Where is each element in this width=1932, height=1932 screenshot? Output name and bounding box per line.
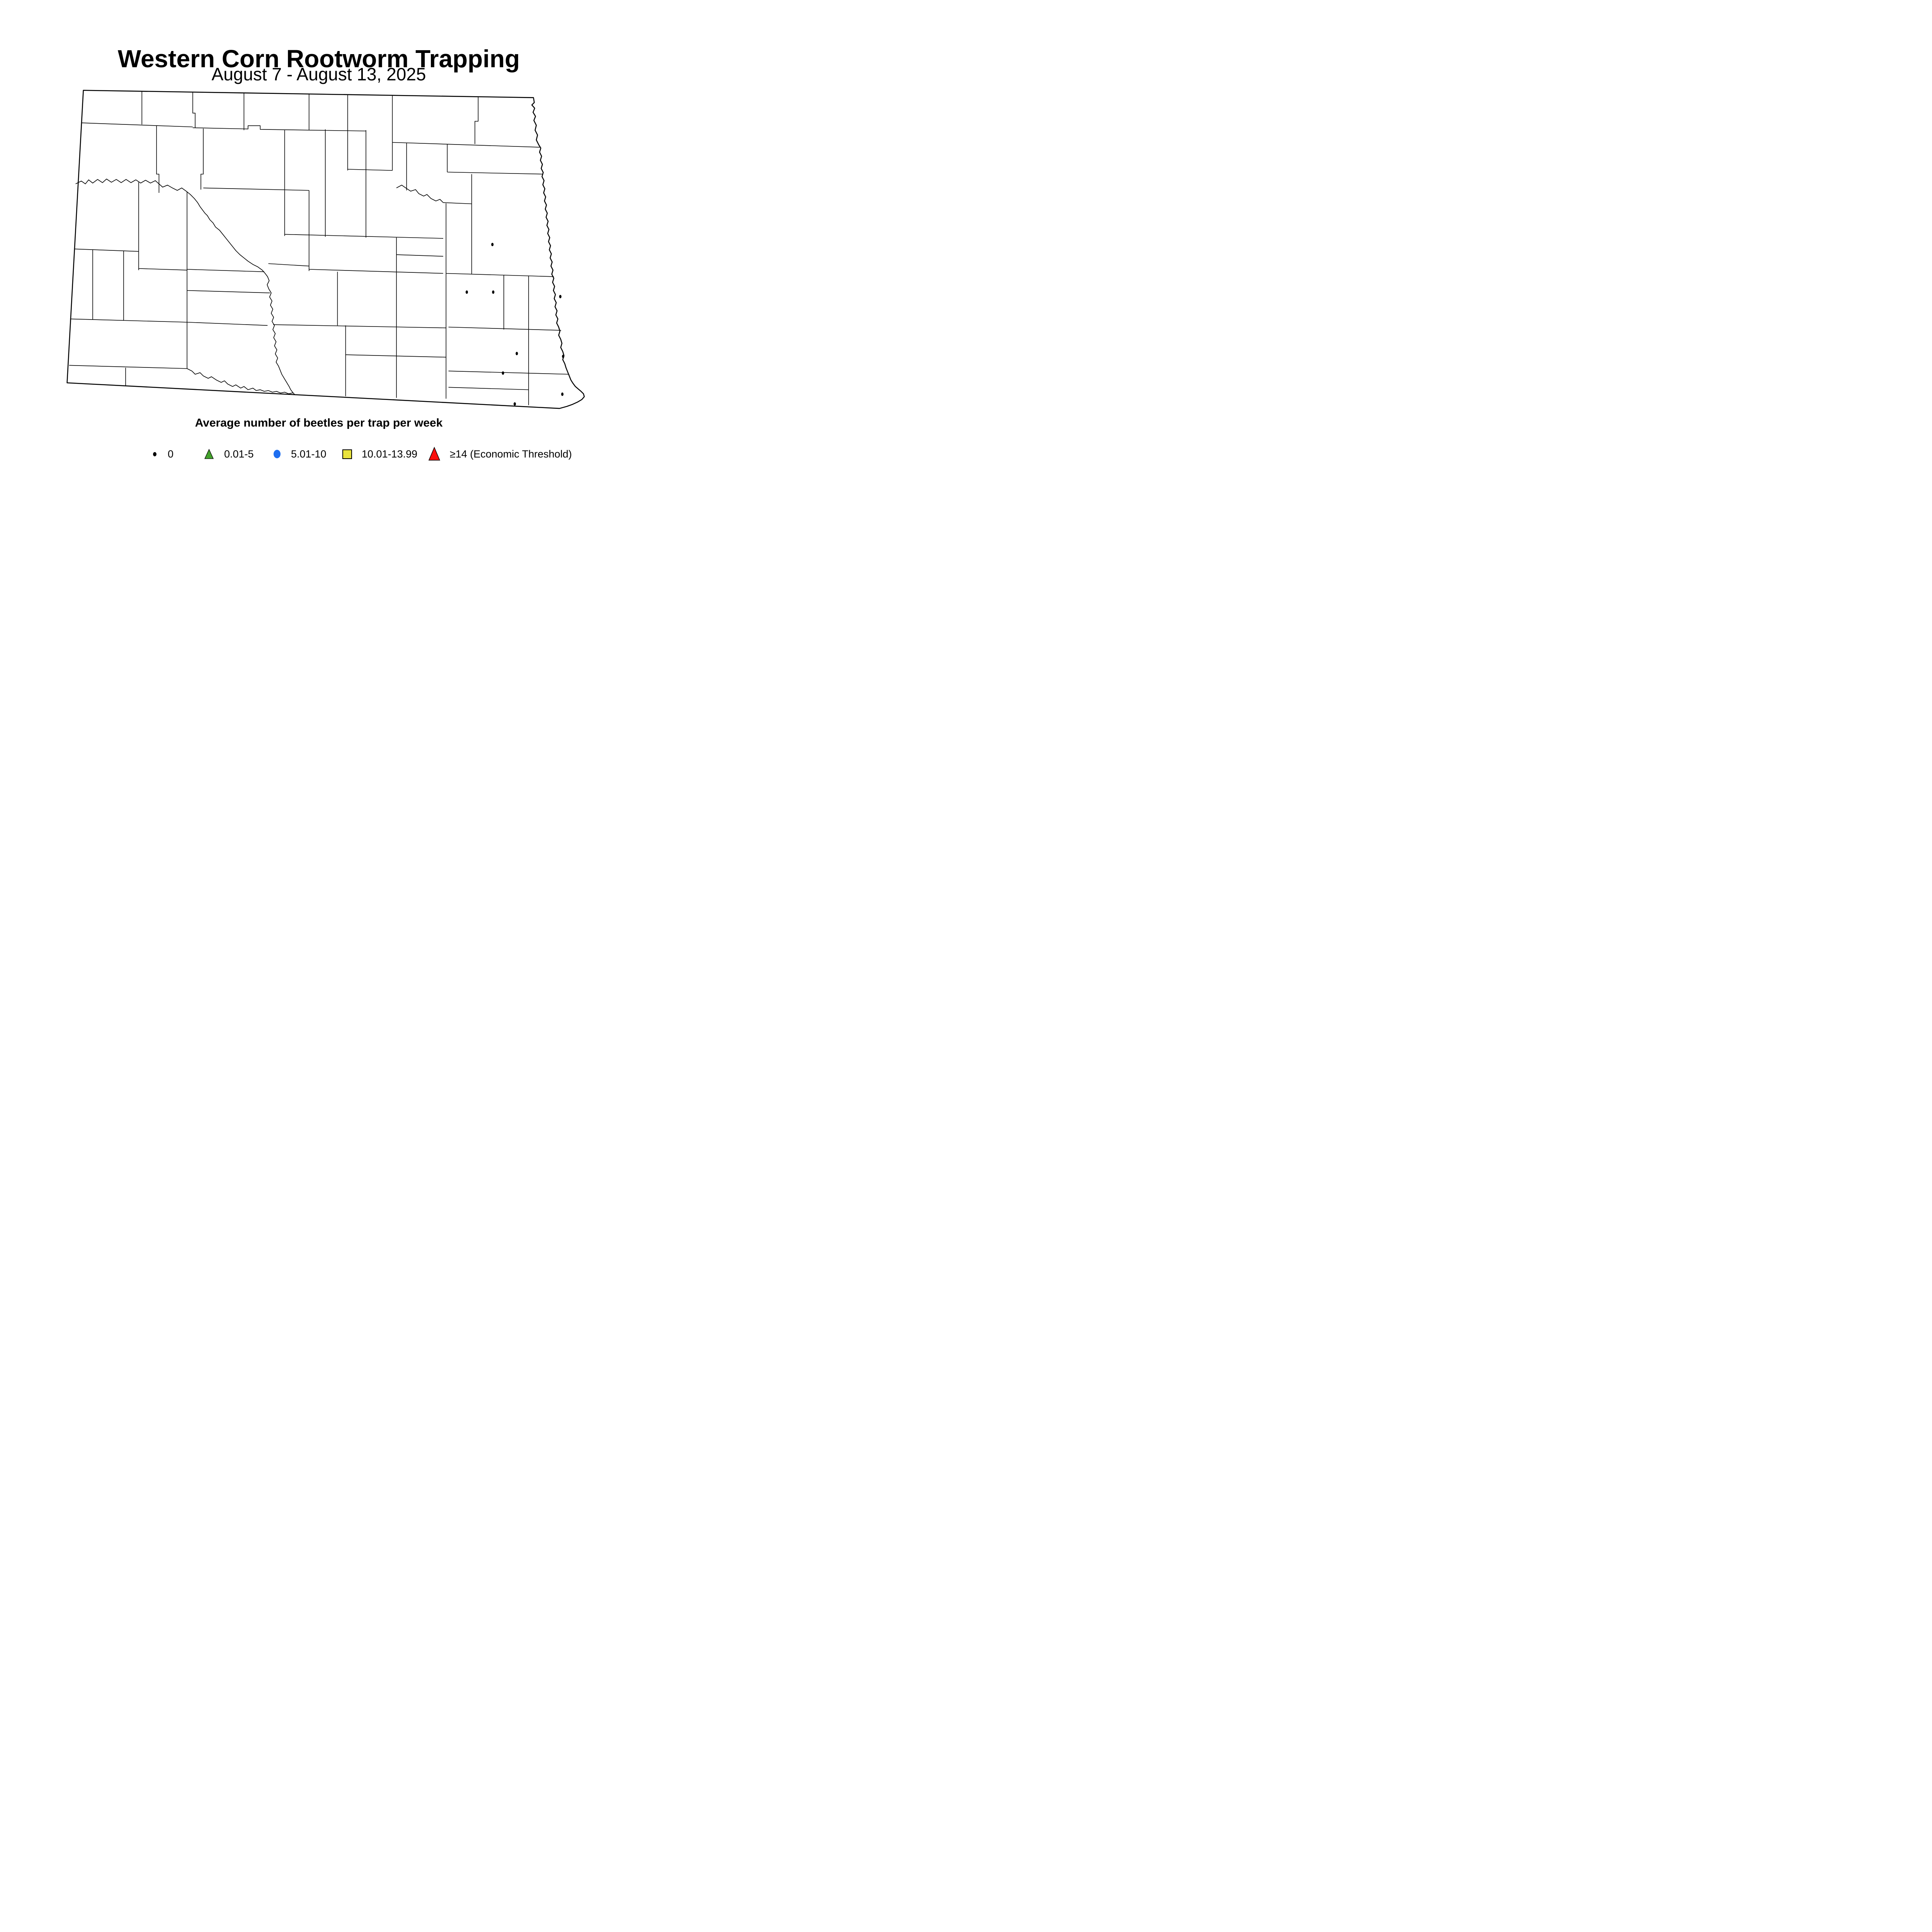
trap-site-dot (515, 352, 518, 355)
cedar-river-line (187, 368, 294, 394)
trap-site-dot (502, 371, 504, 375)
blue-circle-icon (273, 449, 281, 459)
legend-item-mid: 5.01-10 (273, 440, 327, 468)
black-dot-icon (153, 452, 156, 456)
green-triangle-icon (204, 449, 214, 459)
legend-label: 0 (168, 448, 174, 460)
legend-item-high: 10.01-13.99 (342, 440, 417, 468)
trap-site-dot (561, 392, 564, 396)
legend-label: 5.01-10 (291, 448, 327, 460)
legend-item-zero: 0 (153, 440, 173, 468)
county-boundaries (69, 91, 570, 405)
devils-lake-line (396, 185, 444, 203)
trap-site-dots (465, 243, 565, 406)
page-title: Western Corn Rootworm Trapping (117, 44, 520, 73)
trap-site-dot (492, 290, 495, 294)
legend-label: ≥14 (Economic Threshold) (450, 448, 572, 460)
legend-item-low: 0.01-5 (204, 440, 254, 468)
trap-site-dot (465, 290, 468, 294)
red-triangle-icon (428, 447, 440, 461)
trap-site-dot (562, 354, 565, 358)
state-outline (66, 90, 585, 409)
legend: 0 0.01-5 5.01-10 10.01-13.99 ≥14 (Econom… (0, 440, 638, 468)
legend-label: 10.01-13.99 (362, 448, 418, 460)
missouri-river-line (75, 179, 296, 395)
legend-label: 0.01-5 (224, 448, 254, 460)
trap-site-dot (491, 243, 494, 247)
legend-item-threshold: ≥14 (Economic Threshold) (428, 440, 572, 468)
legend-title: Average number of beetles per trap per w… (195, 417, 443, 429)
map-container (0, 0, 638, 493)
trap-site-dot (514, 402, 516, 406)
nd-county-map (66, 90, 585, 409)
yellow-square-icon (342, 449, 352, 459)
trap-site-dot (559, 295, 562, 298)
date-range-subtitle: August 7 - August 13, 2025 (211, 64, 426, 84)
